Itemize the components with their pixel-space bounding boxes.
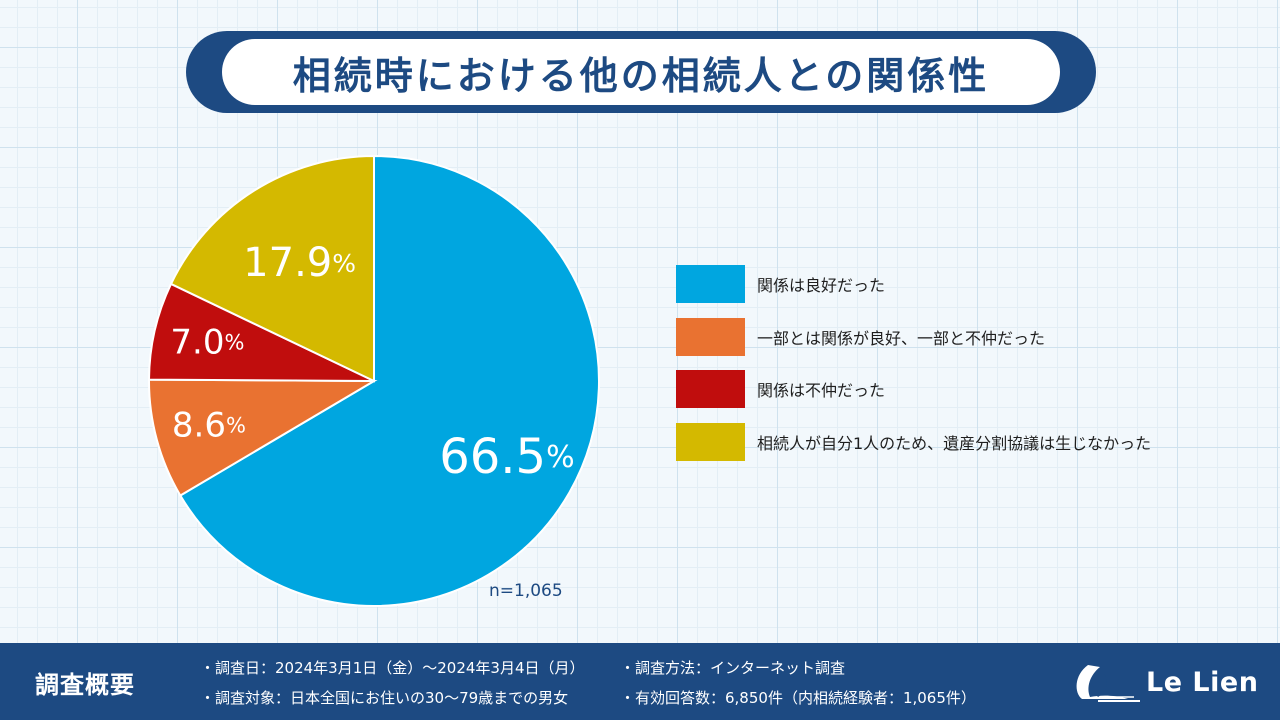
survey-target: ・調査対象：日本全国にお住いの30～79歳までの男女	[200, 689, 569, 707]
legend-swatch	[676, 265, 745, 303]
title-pill: 相続時における他の相続人との関係性	[222, 39, 1060, 105]
logo-text: Le Lien	[1146, 667, 1259, 698]
sample-size-label: n=1,065	[489, 581, 563, 601]
legend-label: 関係は不仲だった	[757, 381, 886, 401]
legend-swatch	[676, 317, 745, 356]
legend-label: 一部とは関係が良好、一部と不仲だった	[757, 328, 1046, 348]
pie-slice	[147, 378, 378, 497]
legend-label: 相続人が自分1人のため、遺産分割協議は生じなかった	[757, 434, 1152, 454]
legend-item: 一部とは関係が良好、一部と不仲だった	[676, 317, 1236, 357]
pie-slice	[178, 154, 600, 607]
slice-value-label: 8.6%	[172, 406, 246, 446]
survey-responses: ・有効回答数：6,850件（内相続経験者：1,065件）	[620, 689, 976, 707]
slice-value-label: 17.9%	[243, 240, 356, 286]
logo-mark-icon	[1076, 665, 1140, 702]
survey-date: ・調査日：2024年3月1日（金）～2024年3月4日（月）	[200, 659, 585, 677]
legend-label: 関係は良好だった	[757, 276, 886, 295]
legend-item: 関係は不仲だった	[676, 369, 1236, 409]
legend-swatch	[676, 423, 745, 462]
legend-swatch	[676, 370, 745, 409]
slice-value-label: 66.5%	[439, 429, 574, 485]
legend-item: 相続人が自分1人のため、遺産分割協議は生じなかった	[676, 422, 1236, 462]
legend-item: 関係は良好だった	[676, 264, 1236, 304]
legend: 関係は良好だった 一部とは関係が良好、一部と不仲だった 関係は不仲だった 相続人…	[676, 264, 1236, 475]
pie-slice	[169, 154, 375, 383]
le-lien-logo: Le Lien	[1068, 657, 1268, 707]
title-banner: 相続時における他の相続人との関係性	[186, 31, 1096, 113]
survey-method: ・調査方法：インターネット調査	[620, 659, 846, 677]
page-title: 相続時における他の相続人との関係性	[292, 53, 990, 98]
survey-footer: 調査概要 ・調査日：2024年3月1日（金）～2024年3月4日（月） ・調査方…	[0, 643, 1280, 720]
footer-heading: 調査概要	[35, 671, 135, 699]
slice-value-label: 7.0%	[170, 323, 244, 363]
